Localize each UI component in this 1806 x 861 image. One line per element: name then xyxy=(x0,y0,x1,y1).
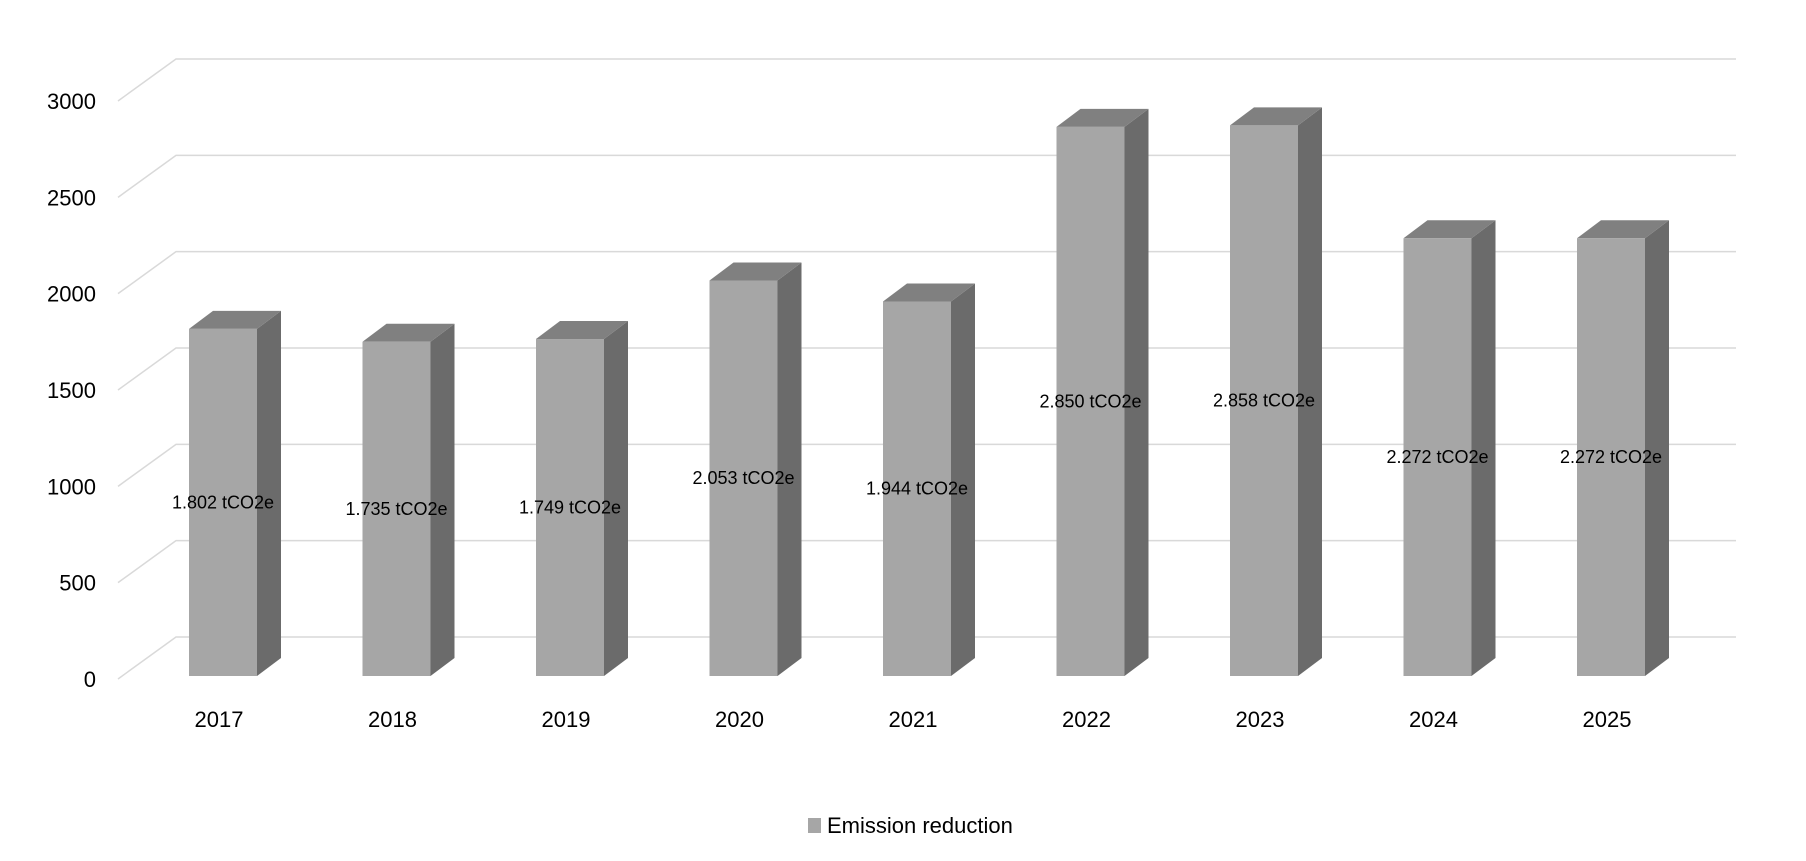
bar xyxy=(883,283,975,676)
y-tick-label: 0 xyxy=(84,667,96,692)
bar-side xyxy=(951,283,975,676)
legend: Emission reduction xyxy=(808,813,1013,838)
bar xyxy=(709,262,802,676)
gridlines xyxy=(117,58,1736,680)
x-tick-label: 2018 xyxy=(368,707,417,732)
y-tick-label: 1500 xyxy=(47,378,96,403)
gridline xyxy=(117,539,1736,584)
gridline xyxy=(117,636,1736,680)
bar-side xyxy=(257,310,281,676)
bars xyxy=(189,107,1669,677)
bar xyxy=(1230,107,1322,677)
legend-swatch xyxy=(808,818,821,833)
bar-front xyxy=(362,341,431,676)
data-label: 2.858 tCO2e xyxy=(1213,391,1315,411)
bar-top xyxy=(536,321,628,340)
data-label: 1.749 tCO2e xyxy=(519,498,621,518)
bar xyxy=(189,310,281,676)
bar-top xyxy=(189,310,281,329)
data-label: 2.272 tCO2e xyxy=(1386,447,1488,467)
bar-top xyxy=(362,323,455,342)
x-tick-label: 2024 xyxy=(1409,707,1458,732)
y-tick-label: 1000 xyxy=(47,474,96,499)
gridline xyxy=(117,347,1736,391)
bar-top xyxy=(883,283,975,302)
data-labels: 1.802 tCO2e 1.735 tCO2e 1.749 tCO2e 2.053 t… xyxy=(172,391,1662,519)
bar xyxy=(362,323,455,676)
bar-front xyxy=(883,301,951,676)
bar-top xyxy=(1056,108,1149,127)
data-label: 2.053 tCO2e xyxy=(692,468,794,488)
bar-side xyxy=(604,321,628,676)
y-tick-label: 500 xyxy=(59,571,96,596)
data-label: 1.802 tCO2e xyxy=(172,492,274,512)
bar-front xyxy=(1577,238,1645,676)
x-tick-label: 2022 xyxy=(1062,707,1111,732)
bar-side xyxy=(1645,220,1669,676)
bar-side xyxy=(1471,220,1496,676)
bar-side xyxy=(430,323,455,676)
y-tick-label: 2500 xyxy=(47,185,96,210)
bar-front xyxy=(189,328,257,676)
x-tick-label: 2017 xyxy=(195,707,244,732)
x-axis-ticks: 2017 2018 2019 2020 2021 2022 2023 2024 2025 xyxy=(195,707,1632,732)
bar-side xyxy=(777,262,802,676)
gridline xyxy=(117,443,1736,487)
gridline xyxy=(117,58,1736,102)
bar-front xyxy=(709,280,778,676)
bar xyxy=(1056,108,1149,676)
bar-front xyxy=(1230,125,1298,677)
x-tick-label: 2023 xyxy=(1236,707,1285,732)
bar-front xyxy=(536,339,604,676)
x-tick-label: 2019 xyxy=(542,707,591,732)
bar xyxy=(1577,220,1669,676)
bar xyxy=(1403,220,1496,676)
x-tick-label: 2025 xyxy=(1583,707,1632,732)
y-axis-ticks: 0 500 1000 1500 2000 2500 3000 xyxy=(47,89,96,692)
bar xyxy=(536,321,628,676)
gridline xyxy=(117,154,1736,198)
bar-top xyxy=(1230,107,1322,126)
y-tick-label: 2000 xyxy=(47,282,96,307)
data-label: 2.850 tCO2e xyxy=(1039,391,1141,411)
x-tick-label: 2021 xyxy=(889,707,938,732)
x-tick-label: 2020 xyxy=(715,707,764,732)
data-label: 1.735 tCO2e xyxy=(345,499,447,519)
legend-label: Emission reduction xyxy=(827,813,1013,838)
bar-front xyxy=(1056,126,1125,676)
data-label: 1.944 tCO2e xyxy=(866,479,968,499)
bar-side xyxy=(1298,107,1322,677)
bar-front xyxy=(1403,238,1472,676)
bar-side xyxy=(1124,108,1149,676)
y-tick-label: 3000 xyxy=(47,89,96,114)
data-label: 2.272 tCO2e xyxy=(1560,447,1662,467)
bar-top xyxy=(1577,220,1669,239)
gridline xyxy=(117,250,1736,295)
bar-top xyxy=(709,262,802,281)
bar-top xyxy=(1403,220,1496,239)
